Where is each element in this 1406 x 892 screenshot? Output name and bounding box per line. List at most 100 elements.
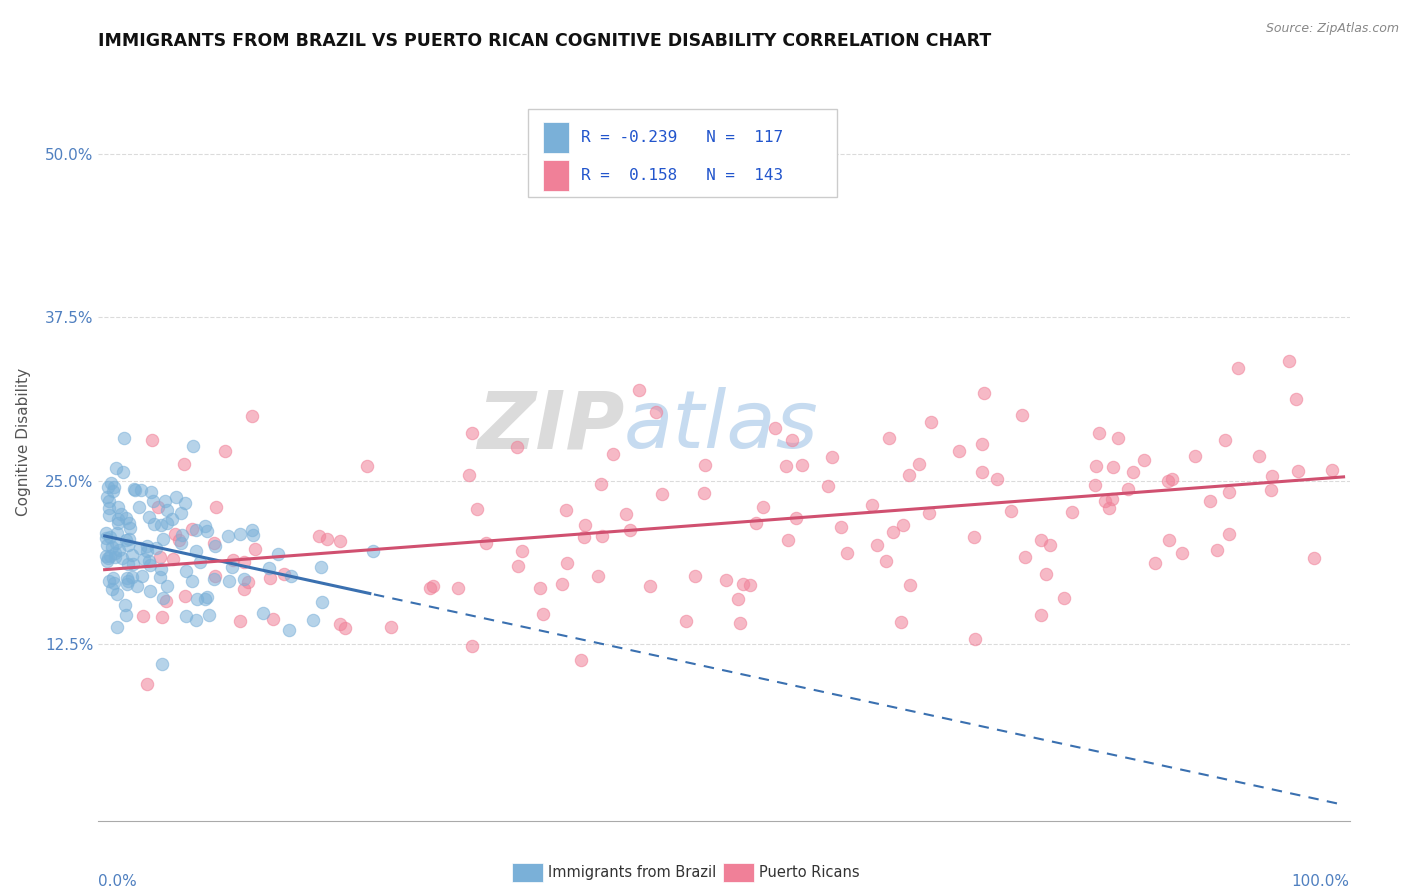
Point xyxy=(101,483,124,498)
Point xyxy=(329,533,352,548)
Point xyxy=(1029,608,1052,623)
Point xyxy=(920,416,942,430)
Point xyxy=(461,425,484,440)
Point xyxy=(94,549,117,564)
Point xyxy=(94,525,117,540)
Point xyxy=(614,507,637,521)
Point xyxy=(107,512,129,526)
Point xyxy=(638,579,661,593)
Point xyxy=(361,544,384,558)
Point xyxy=(1205,542,1227,557)
Point xyxy=(105,587,128,601)
Point xyxy=(569,653,592,667)
Point xyxy=(103,480,125,494)
Point xyxy=(731,577,754,591)
Point xyxy=(1184,449,1206,463)
Point xyxy=(156,579,179,593)
Point xyxy=(775,459,797,474)
Point xyxy=(149,549,172,564)
Point xyxy=(555,556,578,570)
Point xyxy=(181,439,204,453)
Point xyxy=(898,468,921,483)
Point xyxy=(820,450,842,464)
Point xyxy=(422,578,444,592)
Point xyxy=(117,574,139,589)
Point xyxy=(745,516,768,530)
Point xyxy=(233,572,256,586)
Point xyxy=(380,620,402,634)
Point xyxy=(145,541,167,555)
Point xyxy=(727,591,749,606)
Point xyxy=(309,560,332,574)
Point xyxy=(165,491,187,505)
Point xyxy=(114,598,136,612)
Point xyxy=(716,573,738,587)
Point xyxy=(152,591,174,605)
Point xyxy=(139,583,162,598)
Point xyxy=(186,592,208,607)
Point xyxy=(146,500,169,514)
Point xyxy=(308,529,330,543)
Point xyxy=(918,506,941,520)
Point xyxy=(121,570,143,584)
Point xyxy=(163,527,186,541)
Point xyxy=(127,579,149,593)
Point xyxy=(879,431,901,445)
Point xyxy=(202,536,225,550)
Point xyxy=(356,459,378,474)
Point xyxy=(108,543,131,558)
Point xyxy=(1218,485,1240,500)
Point xyxy=(273,566,295,581)
Point xyxy=(138,510,160,524)
Point xyxy=(233,555,256,569)
Point xyxy=(100,476,122,491)
Point xyxy=(302,614,325,628)
Point xyxy=(195,590,218,604)
Point xyxy=(778,533,800,548)
Point xyxy=(458,468,481,483)
Y-axis label: Cognitive Disability: Cognitive Disability xyxy=(17,368,31,516)
Point xyxy=(114,511,136,525)
Point xyxy=(173,457,195,471)
Point xyxy=(986,472,1008,486)
Point xyxy=(105,620,128,634)
Point xyxy=(1122,465,1144,479)
Text: Immigrants from Brazil: Immigrants from Brazil xyxy=(548,865,717,880)
Point xyxy=(204,539,226,553)
Text: 100.0%: 100.0% xyxy=(1292,874,1350,888)
Text: Source: ZipAtlas.com: Source: ZipAtlas.com xyxy=(1265,22,1399,36)
Point xyxy=(238,575,260,590)
Point xyxy=(98,530,121,544)
Point xyxy=(554,503,576,517)
Point xyxy=(1014,550,1036,565)
Point xyxy=(115,533,138,548)
Point xyxy=(221,560,243,574)
Point xyxy=(1286,464,1309,478)
Point xyxy=(972,437,994,451)
Point xyxy=(110,507,132,521)
Point xyxy=(96,538,118,552)
Point xyxy=(98,549,121,563)
Point xyxy=(188,555,211,569)
Point xyxy=(194,592,217,607)
Point xyxy=(194,519,217,533)
Point xyxy=(267,547,290,561)
Point xyxy=(817,479,839,493)
Point xyxy=(186,544,208,558)
Point xyxy=(129,483,152,497)
Point xyxy=(118,520,141,534)
Point xyxy=(155,594,177,608)
Text: R = -0.239   N =  117: R = -0.239 N = 117 xyxy=(581,130,783,145)
Text: IMMIGRANTS FROM BRAZIL VS PUERTO RICAN COGNITIVE DISABILITY CORRELATION CHART: IMMIGRANTS FROM BRAZIL VS PUERTO RICAN C… xyxy=(98,32,991,50)
Point xyxy=(205,500,228,514)
Point xyxy=(232,582,254,596)
Point xyxy=(792,458,814,472)
Point xyxy=(174,590,197,604)
Point xyxy=(162,551,184,566)
Point xyxy=(97,480,120,494)
Point xyxy=(96,554,118,568)
Point xyxy=(184,523,207,537)
Point xyxy=(257,561,280,575)
Point xyxy=(683,569,706,583)
Point xyxy=(866,538,889,552)
